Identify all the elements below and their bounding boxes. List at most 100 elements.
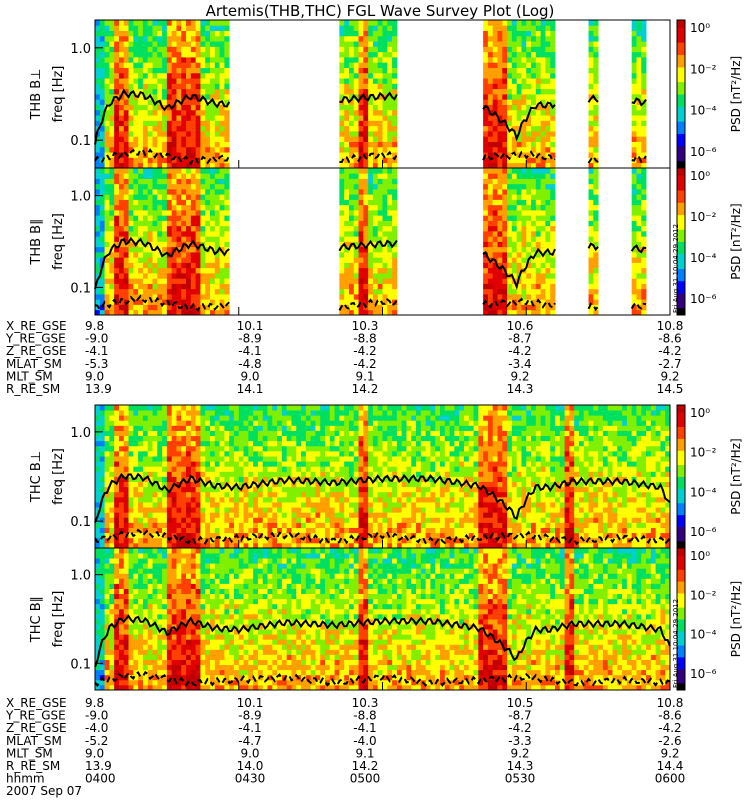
- spectrogram-cell: [214, 220, 220, 227]
- spectrogram-cell: [138, 152, 144, 158]
- spectrogram-cell: [531, 136, 537, 142]
- spectrogram-cell: [104, 231, 110, 237]
- spectrogram-cell: [540, 41, 546, 47]
- spectrogram-cell: [195, 51, 201, 58]
- spectrogram-cell: [219, 299, 225, 305]
- spectrogram-cell: [348, 146, 355, 153]
- spectrogram-cell: [229, 512, 235, 518]
- spectrogram-cell: [138, 115, 144, 121]
- spectrogram-cell: [358, 168, 364, 174]
- spectrogram-cell: [104, 30, 110, 37]
- spectrogram-cell: [507, 57, 513, 63]
- spectrogram-cell: [301, 486, 307, 493]
- spectrogram-cell: [641, 236, 647, 242]
- spectrogram-cell: [339, 72, 345, 79]
- spectrogram-cell: [339, 94, 345, 100]
- spectrogram-cell: [152, 309, 158, 316]
- spectrogram-cell: [291, 445, 297, 452]
- spectrogram-cell: [545, 62, 551, 68]
- spectrogram-cell: [315, 532, 321, 539]
- spectrogram-cell: [353, 262, 359, 269]
- spectrogram-cell: [195, 299, 201, 305]
- spectrogram-cell: [166, 415, 173, 421]
- spectrogram-cell: [358, 109, 364, 116]
- spectrogram-cell: [511, 78, 518, 84]
- spectrogram-cell: [382, 204, 388, 211]
- spectrogram-cell: [114, 141, 120, 148]
- spectrogram-cell: [325, 476, 331, 483]
- spectrogram-cell: [272, 456, 278, 462]
- spectrogram-cell: [190, 299, 197, 305]
- spectrogram-cell: [190, 466, 197, 472]
- spectrogram-cell: [219, 20, 225, 26]
- spectrogram-cell: [588, 30, 594, 37]
- spectrogram-cell: [214, 30, 220, 37]
- spectrogram-cell: [123, 88, 129, 95]
- spectrogram-cell: [348, 257, 355, 263]
- spectrogram-cell: [382, 136, 388, 142]
- spectrogram-cell: [315, 502, 321, 508]
- spectrogram-cell: [253, 425, 259, 431]
- spectrogram-cell: [339, 162, 345, 169]
- spectrogram-cell: [109, 157, 115, 164]
- spectrogram-cell: [382, 157, 388, 164]
- spectrogram-cell: [200, 299, 206, 305]
- spectrogram-cell: [631, 173, 637, 179]
- spectrogram-cell: [339, 496, 345, 503]
- spectrogram-cell: [152, 146, 158, 153]
- spectrogram-cell: [372, 173, 379, 179]
- spectrogram-cell: [631, 299, 637, 305]
- spectrogram-cell: [233, 435, 240, 442]
- spectrogram-cell: [305, 456, 312, 462]
- spectrogram-cell: [281, 461, 288, 467]
- spectrogram-cell: [363, 476, 369, 483]
- spectrogram-cell: [281, 456, 288, 462]
- spectrogram-cell: [109, 405, 115, 411]
- spectrogram-cell: [511, 83, 518, 90]
- spectrogram-cell: [95, 299, 101, 305]
- spectrogram-cell: [353, 420, 359, 426]
- spectrogram-cell: [95, 471, 101, 477]
- spectrogram-cell: [531, 225, 537, 232]
- spectrogram-cell: [181, 152, 187, 158]
- spectrogram-cell: [104, 476, 110, 483]
- spectrogram-cell: [224, 283, 230, 290]
- spectrogram-cell: [238, 461, 244, 467]
- spectrogram-cell: [631, 204, 637, 211]
- spectrogram-cell: [325, 415, 331, 421]
- spectrogram-cell: [99, 141, 105, 148]
- spectrogram-cell: [186, 99, 192, 105]
- spectrogram-cell: [152, 204, 158, 211]
- spectrogram-cell: [272, 415, 278, 421]
- spectrogram-cell: [358, 262, 364, 269]
- spectrogram-cell: [502, 57, 508, 63]
- spectrogram-cell: [176, 299, 182, 305]
- spectrogram-cell: [593, 88, 599, 95]
- spectrogram-cell: [162, 136, 168, 142]
- spectrogram-cell: [219, 220, 225, 227]
- spectrogram-cell: [507, 309, 513, 316]
- spectrogram-cell: [138, 461, 144, 467]
- spectrogram-cell: [152, 183, 158, 190]
- spectrogram-cell: [382, 252, 388, 258]
- spectrogram-cell: [138, 41, 144, 47]
- spectrogram-cell: [142, 252, 149, 258]
- spectrogram-cell: [224, 46, 230, 53]
- spectrogram-cell: [392, 173, 398, 179]
- spectrogram-cell: [363, 231, 369, 237]
- spectrogram-cell: [339, 502, 345, 508]
- spectrogram-cell: [133, 225, 139, 232]
- spectrogram-cell: [138, 262, 144, 269]
- spectrogram-cell: [368, 231, 374, 237]
- spectrogram-cell: [147, 440, 153, 447]
- spectrogram-cell: [181, 502, 187, 508]
- spectrogram-cell: [171, 225, 177, 232]
- spectrogram-cell: [631, 267, 637, 274]
- spectrogram-cell: [190, 507, 197, 513]
- spectrogram-cell: [344, 430, 350, 437]
- spectrogram-cell: [377, 20, 383, 26]
- spectrogram-cell: [344, 78, 350, 84]
- spectrogram-cell: [511, 94, 518, 100]
- spectrogram-cell: [636, 273, 642, 279]
- spectrogram-cell: [507, 99, 513, 105]
